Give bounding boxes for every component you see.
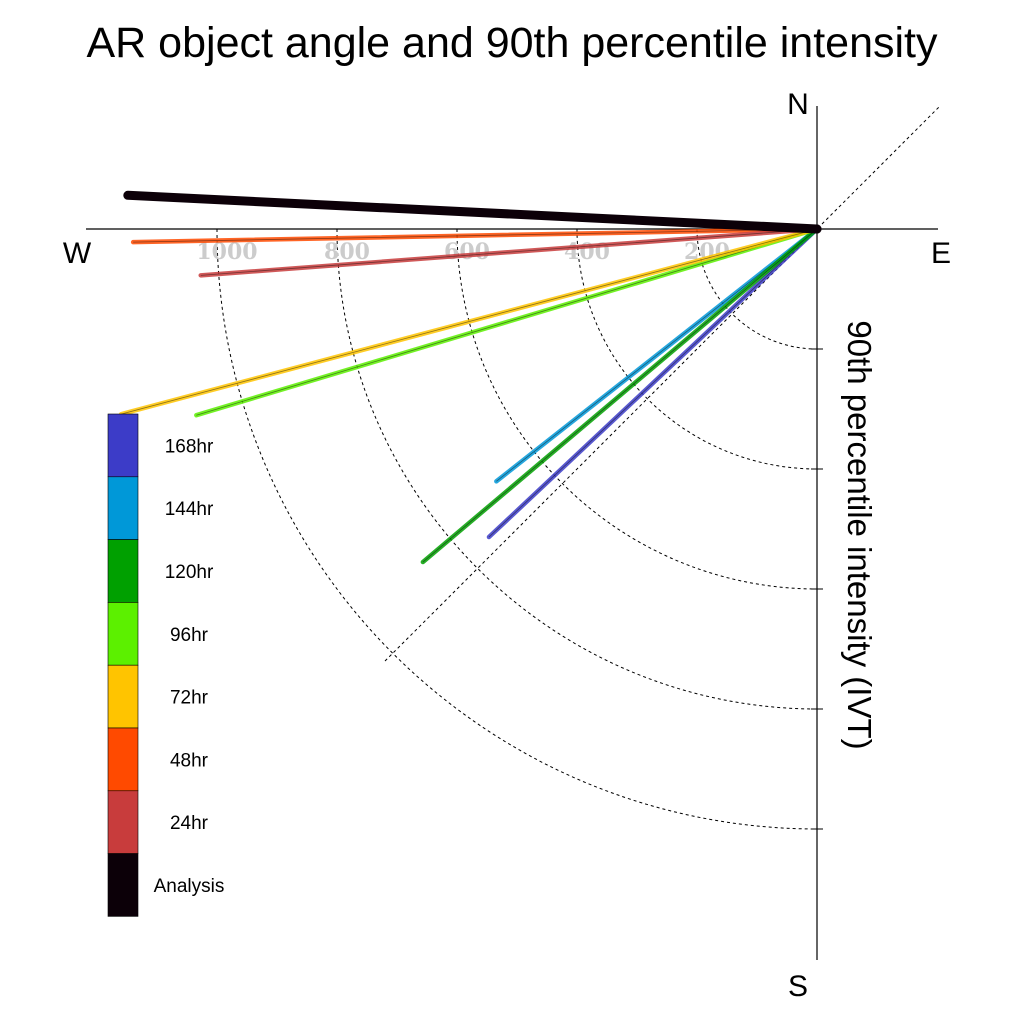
range-rings bbox=[216, 105, 941, 830]
range-tick-label: 1000 bbox=[196, 239, 257, 265]
series-core-72hr bbox=[121, 228, 818, 415]
legend-swatch-analysis bbox=[107, 853, 139, 917]
east-label: E bbox=[931, 237, 951, 270]
legend-label: 168hr bbox=[165, 436, 214, 457]
legend-swatch-144hr bbox=[107, 476, 139, 540]
north-label: N bbox=[787, 88, 809, 121]
series-core-24hr bbox=[200, 228, 818, 276]
series-line-analysis bbox=[123, 190, 822, 234]
series-core-48hr bbox=[133, 228, 818, 243]
series-line-144hr bbox=[494, 226, 820, 484]
legend-swatch-48hr bbox=[107, 727, 139, 792]
series-line-24hr bbox=[198, 226, 820, 278]
range-ring bbox=[216, 228, 818, 830]
range-ring bbox=[576, 228, 818, 470]
series-line-96hr bbox=[194, 226, 820, 418]
legend-swatch-24hr bbox=[107, 790, 139, 854]
series-core-120hr bbox=[422, 228, 818, 563]
legend: 168hr 144hr 120hr 96hr 72hr 48hr 24hr Analysis bbox=[107, 413, 225, 917]
range-ring bbox=[456, 228, 818, 590]
y-axis-label: 90th percentile intensity (IVT) bbox=[841, 320, 878, 749]
chart-title: AR object angle and 90th percentile inte… bbox=[87, 19, 938, 67]
legend-label: 120hr bbox=[165, 562, 214, 583]
series-lines bbox=[118, 190, 822, 565]
legend-swatch-120hr bbox=[107, 539, 139, 603]
diagonal-guide bbox=[384, 105, 941, 662]
series-line-120hr bbox=[420, 226, 820, 565]
south-label: S bbox=[788, 970, 808, 1003]
series-core-168hr bbox=[488, 228, 818, 538]
series-core-144hr bbox=[496, 228, 818, 482]
series-line-48hr bbox=[130, 226, 820, 245]
legend-label: 144hr bbox=[165, 499, 214, 520]
range-tick-label: 800 bbox=[324, 239, 370, 265]
legend-label: Analysis bbox=[154, 876, 225, 897]
origin-point bbox=[812, 224, 822, 234]
legend-swatch-72hr bbox=[107, 664, 139, 729]
series-line-168hr bbox=[486, 226, 820, 540]
legend-label: 48hr bbox=[170, 750, 209, 771]
legend-label: 24hr bbox=[170, 813, 209, 834]
legend-label: 96hr bbox=[170, 625, 209, 646]
series-line-72hr bbox=[118, 226, 820, 417]
west-label: W bbox=[63, 237, 92, 270]
legend-label: 72hr bbox=[170, 688, 209, 709]
legend-swatch-168hr bbox=[107, 413, 139, 478]
range-ring bbox=[696, 228, 818, 350]
legend-swatch-96hr bbox=[107, 602, 139, 666]
series-core-96hr bbox=[196, 228, 818, 416]
